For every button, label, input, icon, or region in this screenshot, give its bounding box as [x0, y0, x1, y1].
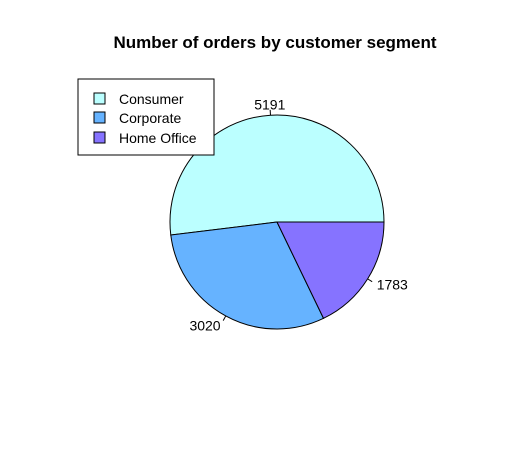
legend: Consumer Corporate Home Office — [77, 78, 215, 156]
legend-label-home-office: Home Office — [119, 130, 197, 146]
legend-label-corporate: Corporate — [119, 110, 181, 126]
chart-title: Number of orders by customer segment — [113, 33, 436, 52]
pie-label-consumer: 5191 — [254, 97, 285, 113]
pie-label-tick-home-office — [367, 278, 373, 283]
pie-slice-consumer — [169, 114, 385, 236]
legend-swatch-corporate — [93, 111, 106, 124]
pie-slices — [169, 114, 385, 330]
legend-swatch-consumer — [93, 92, 106, 105]
legend-entry-home-office: Home Office — [93, 130, 197, 146]
legend-entry-consumer: Consumer — [93, 91, 184, 107]
legend-label-consumer: Consumer — [119, 91, 184, 107]
pie-label-home-office: 1783 — [377, 277, 408, 293]
legend-swatch-home-office — [93, 131, 106, 144]
pie-label-tick-corporate — [222, 315, 227, 321]
pie-labels: 5191 3020 1783 — [189, 97, 408, 334]
legend-entry-corporate: Corporate — [93, 110, 181, 126]
pie-label-corporate: 3020 — [189, 317, 220, 333]
